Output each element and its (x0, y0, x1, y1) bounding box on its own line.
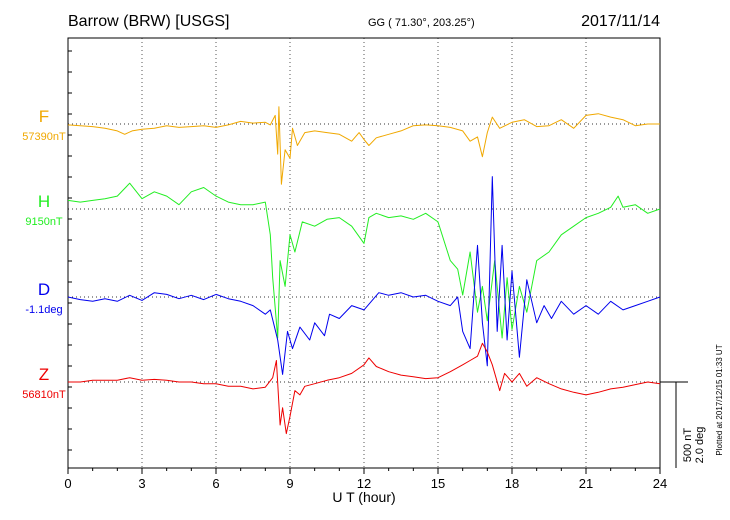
station-coords: GG ( 71.30°, 203.25°) (368, 17, 475, 29)
scale-deg-label: 2.0 deg (694, 427, 706, 464)
chart-date: 2017/11/14 (581, 13, 660, 30)
series-d-name: D (38, 280, 50, 299)
x-axis-label: U T (hour) (332, 489, 395, 505)
station-title: Barrow (BRW) [USGS] (68, 13, 230, 30)
x-tick-label: 15 (431, 476, 445, 491)
scale-nt-label: 500 nT (682, 428, 694, 463)
series-z-name: Z (39, 365, 49, 384)
x-tick-label: 9 (286, 476, 293, 491)
x-tick-label: 21 (579, 476, 593, 491)
series-layer (67, 106, 661, 435)
x-tick-label: 18 (505, 476, 519, 491)
series-h-baseline-label: 9150nT (25, 216, 63, 228)
series-z-line (68, 342, 661, 435)
series-h-line (67, 182, 661, 339)
axis-ticks: 0 3 6 9 12 15 18 21 24 (64, 50, 667, 491)
plotted-timestamp: Plotted at 2017/12/15 01:33 UT (715, 344, 724, 455)
scale-bar: 500 nT 2.0 deg (660, 381, 706, 468)
x-tick-label: 0 (64, 476, 71, 491)
x-tick-label: 6 (212, 476, 219, 491)
series-z-baseline-label: 56810nT (22, 389, 66, 401)
x-tick-label: 12 (357, 476, 371, 491)
series-f-baseline-label: 57390nT (22, 131, 66, 143)
series-d-line (67, 176, 661, 375)
series-f-line (67, 106, 660, 185)
series-labels: F 57390nT H 9150nT D -1.1deg Z 56810nT (22, 107, 66, 401)
series-h-name: H (38, 192, 50, 211)
grid-lines (68, 38, 660, 468)
x-tick-label: 3 (138, 476, 145, 491)
series-f-name: F (39, 107, 49, 126)
series-d-baseline-label: -1.1deg (25, 304, 62, 316)
x-tick-label: 24 (653, 476, 667, 491)
